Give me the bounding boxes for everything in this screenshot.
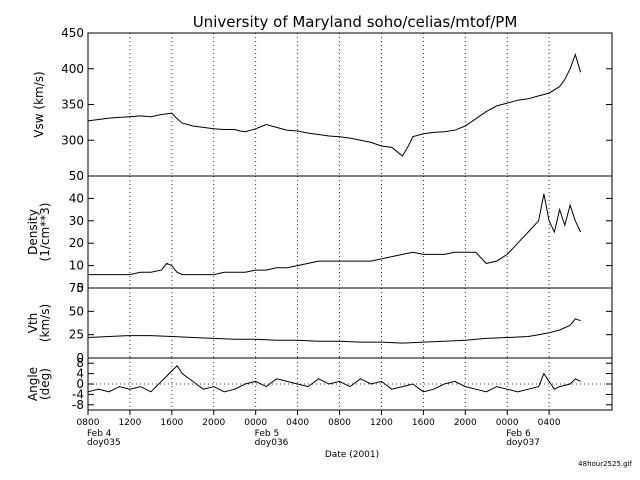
panel-3: 0 25 50 75 Vth(km/s): [26, 281, 613, 365]
x-tick-label: 1600: [412, 418, 435, 428]
y-tick-label: 50: [69, 169, 84, 183]
x-day-label: doy035: [87, 438, 121, 448]
filename-label: 48hour2525.gif: [578, 460, 632, 468]
y-tick-label: 4: [76, 367, 84, 381]
x-day-label: doy037: [506, 438, 540, 448]
y-tick-label: 450: [61, 26, 84, 40]
chart-title: University of Maryland soho/celias/mtof/…: [193, 13, 518, 31]
x-tick-label: 0400: [286, 418, 309, 428]
x-day-label: Feb 6: [506, 429, 531, 439]
x-tick-label: 0000: [496, 418, 519, 428]
y-tick-label: 0: [76, 377, 84, 391]
x-axis-label: Date (2001): [325, 450, 379, 460]
y-tick-label: 50: [69, 304, 84, 318]
x-day-label: doy036: [255, 438, 289, 448]
x-tick-label: 0800: [328, 418, 351, 428]
y-tick-label: 30: [69, 214, 84, 228]
x-tick-label: 2000: [454, 418, 477, 428]
y-tick-label: 75: [69, 281, 84, 295]
y-tick-label: 400: [61, 62, 84, 76]
y-tick-label: -4: [72, 387, 84, 401]
y-tick-label: 300: [61, 133, 84, 147]
series-line: [87, 318, 581, 344]
y-axis-label: Density: [26, 209, 40, 255]
panel-frame: [87, 357, 613, 411]
y-axis-label: Vsw (km/s): [32, 71, 46, 137]
y-axis-label: (1/cm**3): [38, 203, 52, 262]
x-tick-label: 1200: [118, 418, 141, 428]
panel-frame: [87, 175, 613, 289]
y-axis-label: Angle: [26, 367, 40, 401]
y-tick-label: 8: [76, 356, 84, 370]
y-tick-label: 10: [69, 259, 84, 273]
x-tick-label: 0400: [538, 418, 561, 428]
x-tick-label: 1600: [160, 418, 183, 428]
x-day-label: Feb 4: [87, 429, 112, 439]
panel-frame: [87, 32, 613, 177]
panel-2: 0 10 20 30 40 50 Density(1/cm**3): [26, 169, 613, 295]
y-tick-label: 350: [61, 98, 84, 112]
series-line: [87, 365, 581, 393]
y-tick-label: 20: [69, 236, 84, 250]
y-tick-label: -8: [72, 398, 84, 412]
x-tick-label: 0000: [244, 418, 267, 428]
x-tick-label: 1200: [370, 418, 393, 428]
y-tick-label: 40: [69, 191, 84, 205]
y-axis-label: (deg): [38, 368, 52, 400]
x-tick-label: 0800: [77, 418, 100, 428]
series-line: [88, 193, 582, 276]
y-axis-label: Vth: [26, 313, 40, 334]
x-day-label: Feb 5: [255, 429, 280, 439]
series-line: [87, 52, 582, 157]
x-tick-label: 2000: [202, 418, 225, 428]
panel-1: 300 350 400 450 Vsw (km/s): [32, 26, 613, 177]
x-axis: 0800 1200 1600 2000 0000 0400 0800 1200 1600 2000…: [77, 410, 561, 448]
y-tick-label: 0: [76, 351, 84, 365]
y-axis-label: (km/s): [38, 304, 52, 342]
panel-frame: [87, 287, 613, 359]
y-tick-label: 0: [76, 281, 84, 295]
y-tick-label: 25: [69, 328, 84, 342]
